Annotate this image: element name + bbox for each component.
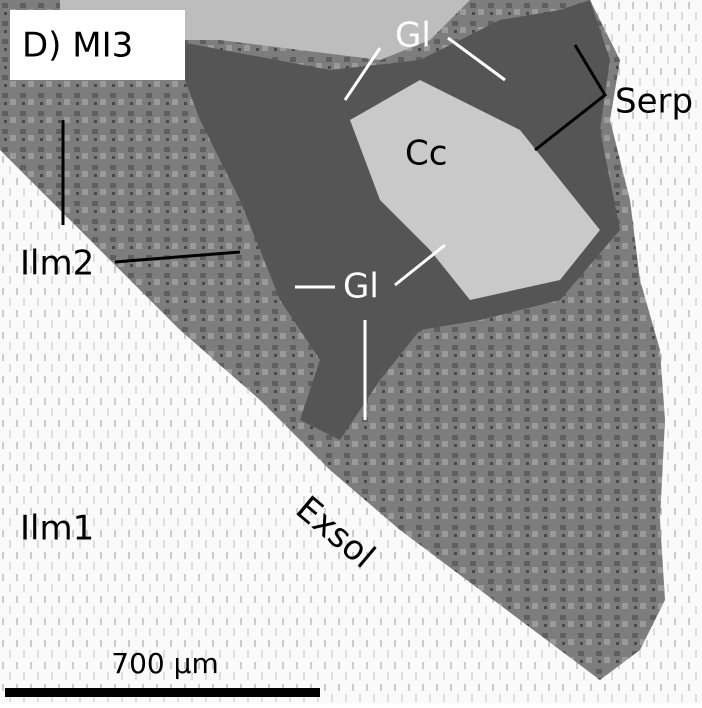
micrograph-panel: D) MI3 Gl Serp Cc Ilm2 Gl Ilm1 Exsol 700… (0, 0, 702, 704)
label-gl: Gl (395, 16, 431, 56)
label-ilm1: Ilm1 (20, 509, 94, 549)
label-serp: Serp (615, 82, 693, 122)
scale-bar-label: 700 µm (111, 647, 218, 680)
panel-label: D) MI3 (22, 26, 133, 66)
label-ilm2: Ilm2 (20, 244, 94, 284)
scale-bar (5, 688, 320, 697)
label-cc: Cc (405, 134, 447, 174)
label-gl: Gl (343, 267, 379, 307)
